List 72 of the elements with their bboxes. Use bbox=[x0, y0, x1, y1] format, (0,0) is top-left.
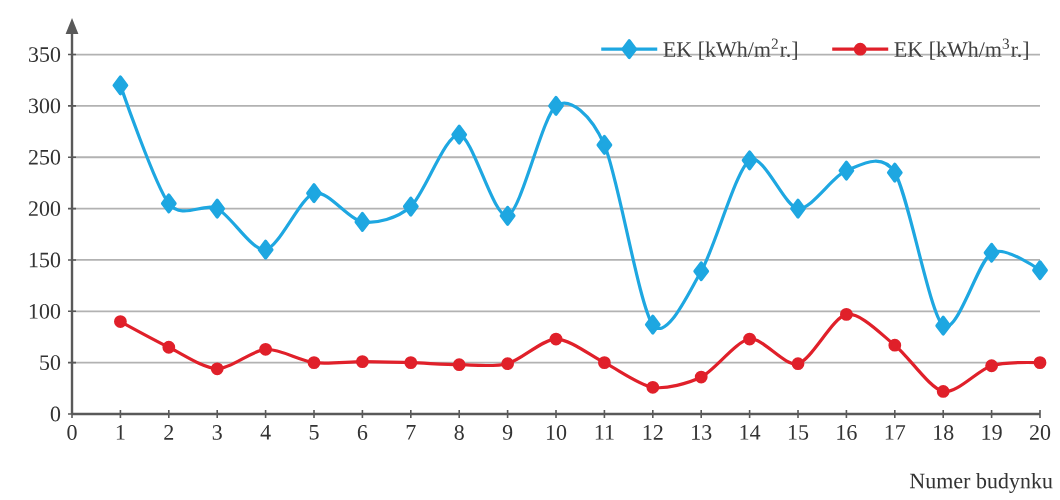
x-tick-label: 3 bbox=[212, 425, 222, 440]
y-tick-label: 0 bbox=[50, 406, 61, 422]
point bbox=[210, 362, 224, 376]
point bbox=[985, 359, 998, 373]
x-tick-label: 0 bbox=[67, 425, 77, 440]
point bbox=[840, 307, 853, 321]
point bbox=[354, 211, 371, 232]
point bbox=[257, 239, 274, 260]
point bbox=[741, 150, 758, 171]
point bbox=[886, 162, 903, 183]
y-tick-label: 150 bbox=[29, 252, 61, 268]
point bbox=[983, 242, 1000, 263]
y-tick-label: 50 bbox=[40, 355, 61, 371]
legend-label: EK [kWh/m$^{2}$r.] bbox=[663, 38, 797, 60]
point bbox=[935, 315, 952, 336]
point bbox=[936, 385, 950, 398]
point bbox=[548, 95, 564, 116]
x-tick-label: 11 bbox=[595, 425, 614, 440]
x-tick-label: 5 bbox=[309, 425, 319, 440]
x-tick-label: 7 bbox=[406, 425, 416, 440]
point bbox=[501, 357, 515, 371]
point bbox=[646, 380, 660, 394]
point bbox=[451, 124, 468, 145]
point bbox=[112, 75, 129, 96]
point bbox=[402, 196, 419, 217]
point bbox=[356, 355, 369, 369]
y-tick-label: 250 bbox=[28, 149, 61, 165]
point bbox=[306, 183, 322, 204]
point bbox=[307, 356, 321, 370]
x-axis-title: Numer budynku bbox=[909, 472, 1053, 493]
point bbox=[838, 160, 855, 181]
x-tick-label: 13 bbox=[692, 425, 712, 440]
x-tick-label: 16 bbox=[837, 425, 857, 440]
point bbox=[790, 198, 806, 219]
x-tick-label: 4 bbox=[260, 425, 271, 440]
point bbox=[499, 205, 516, 226]
x-tick-label: 20 bbox=[1029, 425, 1051, 440]
point bbox=[1033, 356, 1047, 370]
point bbox=[160, 193, 177, 214]
x-tick-label: 17 bbox=[885, 425, 906, 440]
point bbox=[404, 356, 418, 370]
x-tick-label: 9 bbox=[502, 425, 513, 440]
point bbox=[259, 342, 272, 356]
x-tick-label: 2 bbox=[164, 425, 174, 440]
x-tick-label: 10 bbox=[546, 425, 567, 440]
point bbox=[791, 357, 805, 371]
x-tick-label: 6 bbox=[357, 425, 368, 440]
point bbox=[209, 198, 226, 219]
x-tick-label: 18 bbox=[934, 425, 954, 440]
x-tick-label: 8 bbox=[454, 425, 464, 440]
point bbox=[693, 261, 710, 282]
x-tick-label: 1 bbox=[116, 425, 125, 440]
point bbox=[549, 332, 563, 346]
legend-label: EK [kWh/m$^{3}$r.] bbox=[894, 38, 1028, 60]
x-tick-label: 14 bbox=[740, 425, 761, 440]
point bbox=[162, 340, 176, 354]
point bbox=[644, 314, 661, 335]
x-tick-label: 12 bbox=[643, 425, 663, 440]
point bbox=[598, 356, 611, 370]
point bbox=[694, 370, 708, 384]
point bbox=[888, 338, 902, 352]
y-tick-label: 350 bbox=[29, 47, 61, 62]
x-tick-label: 15 bbox=[788, 425, 809, 440]
point bbox=[743, 332, 757, 346]
x-tick-label: 19 bbox=[982, 425, 1002, 440]
point bbox=[1032, 260, 1048, 281]
y-tick-label: 100 bbox=[29, 303, 61, 319]
point bbox=[596, 134, 613, 155]
y-tick-label: 300 bbox=[29, 98, 61, 114]
point bbox=[114, 315, 127, 328]
point bbox=[452, 358, 466, 372]
y-tick-label: 200 bbox=[28, 201, 61, 217]
